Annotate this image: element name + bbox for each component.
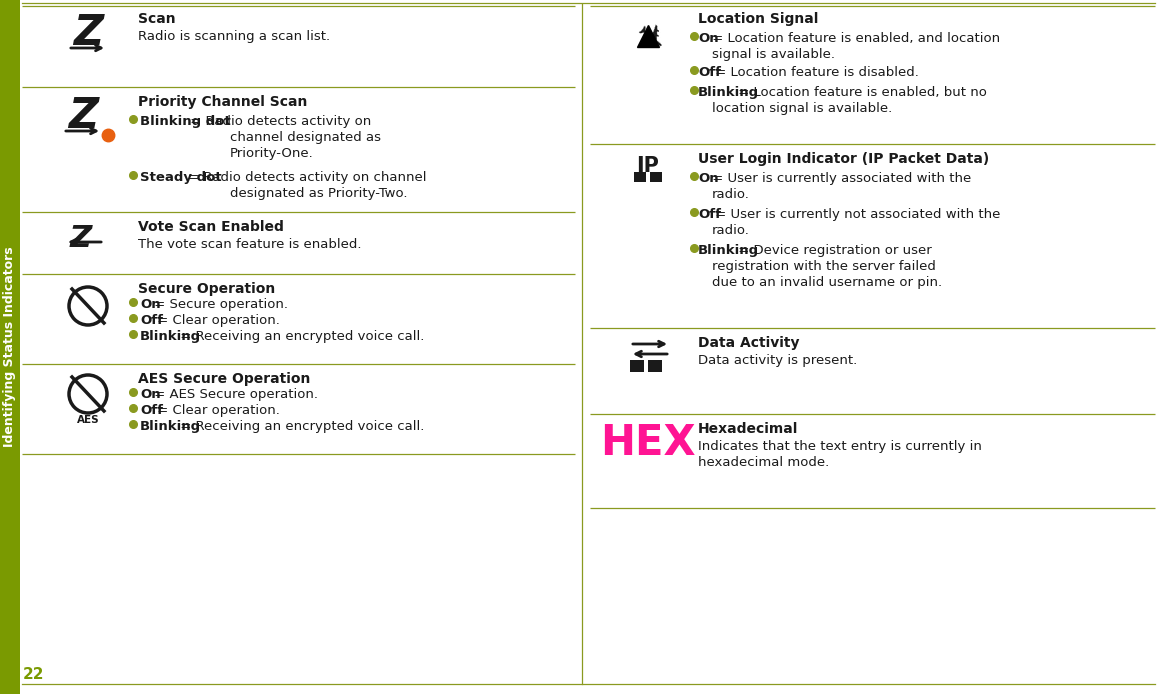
Text: = Location feature is enabled, and location: = Location feature is enabled, and locat… bbox=[708, 32, 1000, 45]
FancyBboxPatch shape bbox=[630, 360, 644, 372]
Text: Off: Off bbox=[140, 404, 163, 417]
Text: hexadecimal mode.: hexadecimal mode. bbox=[698, 456, 829, 469]
Text: Z: Z bbox=[73, 12, 103, 54]
Text: On: On bbox=[140, 298, 161, 311]
Circle shape bbox=[69, 287, 107, 325]
Text: Data Activity: Data Activity bbox=[698, 336, 800, 350]
Text: On: On bbox=[698, 172, 718, 185]
Text: Steady dot: Steady dot bbox=[140, 171, 222, 184]
Circle shape bbox=[69, 375, 107, 413]
Text: Blinking: Blinking bbox=[698, 86, 759, 99]
Text: designated as Priority-Two.: designated as Priority-Two. bbox=[230, 187, 407, 200]
Text: Data activity is present.: Data activity is present. bbox=[698, 354, 857, 367]
Text: channel designated as: channel designated as bbox=[230, 131, 381, 144]
Text: Off: Off bbox=[140, 314, 163, 327]
Text: AES: AES bbox=[77, 415, 99, 425]
Text: Blinking dot: Blinking dot bbox=[140, 115, 231, 128]
Text: AES Secure Operation: AES Secure Operation bbox=[138, 372, 310, 386]
Text: ✈: ✈ bbox=[625, 18, 670, 63]
FancyBboxPatch shape bbox=[648, 360, 662, 372]
Text: The vote scan feature is enabled.: The vote scan feature is enabled. bbox=[138, 238, 361, 251]
Text: Blinking: Blinking bbox=[140, 420, 201, 433]
Text: = Device registration or user: = Device registration or user bbox=[733, 244, 932, 257]
Text: On: On bbox=[140, 388, 161, 401]
Text: = User is currently associated with the: = User is currently associated with the bbox=[708, 172, 971, 185]
Text: Location Signal: Location Signal bbox=[698, 12, 819, 26]
Text: On: On bbox=[698, 32, 718, 45]
Text: signal is available.: signal is available. bbox=[712, 48, 835, 61]
Text: Secure Operation: Secure Operation bbox=[138, 282, 275, 296]
Text: Radio is scanning a scan list.: Radio is scanning a scan list. bbox=[138, 30, 330, 43]
FancyBboxPatch shape bbox=[649, 172, 662, 182]
Text: = Clear operation.: = Clear operation. bbox=[154, 314, 280, 327]
Text: radio.: radio. bbox=[712, 188, 750, 201]
Text: Hexadecimal: Hexadecimal bbox=[698, 422, 799, 436]
Text: User Login Indicator (IP Packet Data): User Login Indicator (IP Packet Data) bbox=[698, 152, 989, 166]
Text: = Receiving an encrypted voice call.: = Receiving an encrypted voice call. bbox=[176, 420, 424, 433]
Text: Vote Scan Enabled: Vote Scan Enabled bbox=[138, 220, 283, 234]
Text: = Radio detects activity on channel: = Radio detects activity on channel bbox=[183, 171, 426, 184]
Text: Scan: Scan bbox=[138, 12, 176, 26]
Text: = Secure operation.: = Secure operation. bbox=[150, 298, 288, 311]
Text: Off: Off bbox=[698, 208, 721, 221]
Text: = Location feature is disabled.: = Location feature is disabled. bbox=[711, 66, 919, 79]
Text: HEX: HEX bbox=[600, 422, 696, 464]
Text: = Receiving an encrypted voice call.: = Receiving an encrypted voice call. bbox=[176, 330, 424, 343]
Text: Z: Z bbox=[72, 217, 94, 246]
Text: Blinking: Blinking bbox=[140, 330, 201, 343]
Text: 22: 22 bbox=[23, 667, 44, 682]
Text: Blinking: Blinking bbox=[698, 244, 759, 257]
FancyBboxPatch shape bbox=[634, 172, 646, 182]
FancyBboxPatch shape bbox=[0, 0, 20, 694]
Text: Priority Channel Scan: Priority Channel Scan bbox=[138, 95, 308, 109]
Text: radio.: radio. bbox=[712, 224, 750, 237]
Text: Off: Off bbox=[698, 66, 721, 79]
Text: location signal is available.: location signal is available. bbox=[712, 102, 892, 115]
Text: due to an invalid username or pin.: due to an invalid username or pin. bbox=[712, 276, 942, 289]
Text: = AES Secure operation.: = AES Secure operation. bbox=[150, 388, 318, 401]
Text: = Radio detects activity on: = Radio detects activity on bbox=[187, 115, 372, 128]
Text: registration with the server failed: registration with the server failed bbox=[712, 260, 936, 273]
Text: IP: IP bbox=[637, 156, 660, 176]
Text: = User is currently not associated with the: = User is currently not associated with … bbox=[711, 208, 1000, 221]
Text: = Location feature is enabled, but no: = Location feature is enabled, but no bbox=[733, 86, 986, 99]
Text: Priority-One.: Priority-One. bbox=[230, 147, 314, 160]
Text: Z: Z bbox=[68, 95, 98, 137]
Text: = Clear operation.: = Clear operation. bbox=[154, 404, 280, 417]
Text: Identifying Status Indicators: Identifying Status Indicators bbox=[3, 246, 16, 448]
Text: Indicates that the text entry is currently in: Indicates that the text entry is current… bbox=[698, 440, 982, 453]
